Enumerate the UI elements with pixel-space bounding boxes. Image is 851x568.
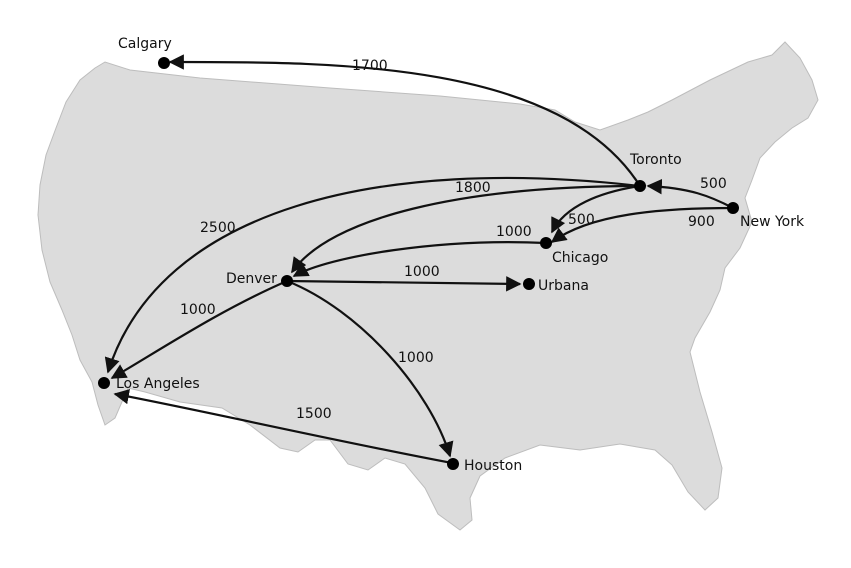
- city-label-urbana: Urbana: [538, 278, 589, 294]
- route-label-toronto-denver: 1800: [455, 180, 491, 196]
- route-labels: 1700 500 900 500 1800 2500 1000 1000 100…: [180, 58, 727, 422]
- route-label-toronto-chicago: 500: [568, 212, 595, 228]
- city-label-denver: Denver: [226, 271, 277, 287]
- city-marker-los-angeles: [98, 377, 110, 389]
- route-denver-losangeles: [110, 279, 288, 379]
- city-marker-urbana: [523, 278, 535, 290]
- city-label-new-york: New York: [740, 214, 805, 230]
- routes-layer: [104, 54, 734, 465]
- route-toronto-calgary: [168, 54, 641, 187]
- route-label-toronto-calgary: 1700: [352, 58, 388, 74]
- route-houston-losangeles: [113, 388, 453, 465]
- us-landmass: [37, 41, 819, 531]
- city-label-calgary: Calgary: [118, 36, 172, 52]
- route-label-newyork-chicago: 900: [688, 214, 715, 230]
- city-label-toronto: Toronto: [629, 152, 682, 168]
- city-marker-calgary: [158, 57, 170, 69]
- route-denver-urbana: [286, 276, 522, 292]
- route-label-chicago-denver: 1000: [496, 224, 532, 240]
- city-marker-denver: [281, 275, 293, 287]
- route-label-newyork-toronto: 500: [700, 176, 727, 192]
- route-label-denver-losangeles: 1000: [180, 302, 216, 318]
- route-toronto-chicago: [551, 184, 641, 234]
- route-label-houston-losangeles: 1500: [296, 406, 332, 422]
- route-toronto-denver: [291, 184, 641, 274]
- route-newyork-chicago: [550, 206, 734, 243]
- city-markers: [98, 57, 739, 470]
- city-label-los-angeles: Los Angeles: [116, 376, 200, 392]
- city-marker-houston: [447, 458, 459, 470]
- route-toronto-losangeles: [104, 176, 641, 374]
- route-label-denver-urbana: 1000: [404, 264, 440, 280]
- route-label-toronto-losangeles: 2500: [200, 220, 236, 236]
- city-label-houston: Houston: [464, 458, 522, 474]
- city-labels: Calgary Toronto New York Chicago Denver …: [116, 36, 805, 474]
- route-newyork-toronto: [646, 178, 734, 209]
- city-marker-chicago: [540, 237, 552, 249]
- route-label-denver-houston: 1000: [398, 350, 434, 366]
- route-chicago-denver: [292, 241, 547, 277]
- city-marker-toronto: [634, 180, 646, 192]
- route-denver-houston: [286, 279, 454, 458]
- city-label-chicago: Chicago: [552, 250, 608, 266]
- city-marker-new-york: [727, 202, 739, 214]
